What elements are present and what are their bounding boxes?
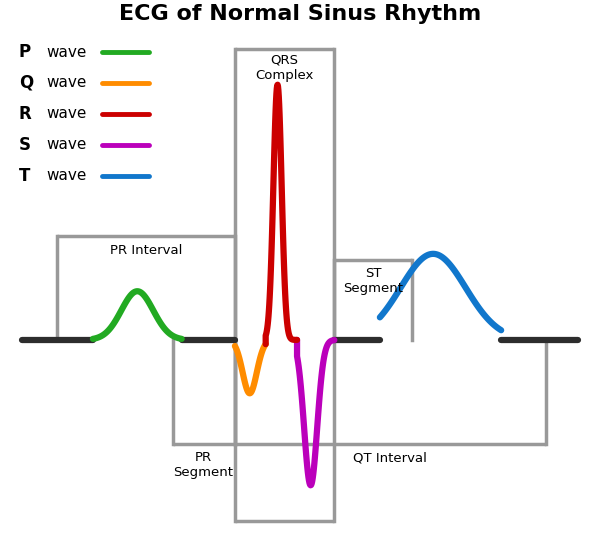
Text: S: S	[19, 136, 31, 154]
Text: T: T	[19, 167, 31, 185]
Text: QT Interval: QT Interval	[353, 451, 427, 465]
Text: ST
Segment: ST Segment	[343, 268, 403, 295]
Text: Q: Q	[19, 74, 33, 92]
Title: ECG of Normal Sinus Rhythm: ECG of Normal Sinus Rhythm	[119, 4, 481, 24]
Text: PR
Segment: PR Segment	[173, 451, 233, 480]
Text: wave: wave	[47, 137, 87, 152]
Text: wave: wave	[47, 44, 87, 60]
Text: wave: wave	[47, 75, 87, 90]
Text: PR Interval: PR Interval	[110, 244, 182, 257]
Text: R: R	[19, 105, 32, 123]
Text: wave: wave	[47, 168, 87, 183]
Text: P: P	[19, 43, 31, 61]
Text: wave: wave	[47, 106, 87, 121]
Text: QRS
Complex: QRS Complex	[256, 54, 314, 82]
